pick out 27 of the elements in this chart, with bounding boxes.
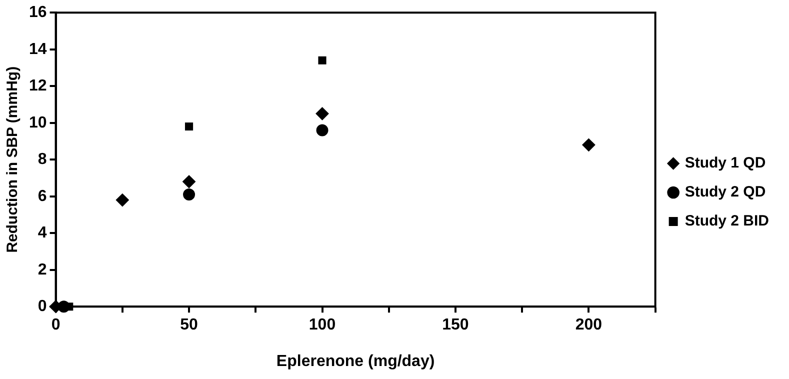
legend-label: Study 1 QD (684, 154, 766, 172)
point (116, 194, 129, 207)
point (182, 175, 196, 188)
point (318, 56, 326, 64)
y-tick-label: 8 (38, 151, 47, 168)
x-tick-label: 100 (308, 316, 336, 334)
x-tick-label: 0 (51, 316, 60, 334)
y-tick-label: 14 (29, 40, 47, 58)
x-tick-label: 50 (180, 316, 198, 334)
point (582, 138, 596, 152)
point (183, 188, 196, 201)
point (184, 122, 194, 131)
y-tick-label: 6 (38, 188, 47, 205)
y-axis-title: Reduction in SBP (mmHg) (4, 66, 22, 253)
x-tick-label: 150 (442, 316, 469, 334)
legend-label: Study 2 QD (684, 184, 766, 201)
y-tick-label: 10 (29, 114, 47, 132)
x-tick-label: 200 (575, 316, 602, 334)
y-tick-label: 12 (29, 78, 47, 95)
y-tick-label: 16 (29, 4, 47, 22)
y-tick-label: 4 (38, 224, 47, 242)
point (316, 124, 328, 136)
y-tick-label: 2 (38, 261, 47, 278)
legend-label: Study 2 BID (684, 212, 770, 230)
x-axis-title: Eplerenone (mg/day) (276, 352, 435, 370)
y-tick-label: 0 (38, 298, 47, 316)
point (316, 107, 329, 120)
